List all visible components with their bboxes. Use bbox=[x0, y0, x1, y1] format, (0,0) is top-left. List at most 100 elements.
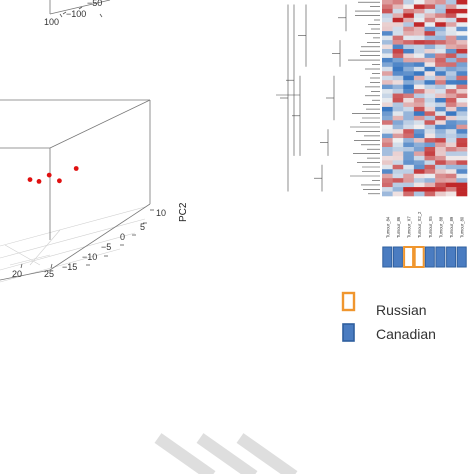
column-label: Tumour_X7 bbox=[407, 216, 412, 238]
heatmap-cell bbox=[382, 151, 393, 157]
heatmap-cell bbox=[445, 124, 457, 130]
heatmap-cell bbox=[382, 75, 393, 81]
heatmap-cell bbox=[392, 84, 404, 90]
heatmap-cell bbox=[445, 75, 457, 81]
heatmap-cell bbox=[445, 22, 457, 28]
heatmap-cell bbox=[413, 151, 425, 157]
heatmap-cell bbox=[435, 26, 447, 32]
heatmap-cell bbox=[382, 169, 393, 175]
heatmap-cell bbox=[435, 178, 447, 183]
column-label: Tumour_X5 bbox=[428, 216, 433, 238]
heatmap-cell bbox=[435, 31, 447, 36]
heatmap-cell bbox=[445, 129, 457, 134]
heatmap-cell bbox=[456, 75, 468, 81]
heatmap-cell bbox=[424, 129, 436, 134]
heatmap-cell bbox=[456, 120, 468, 126]
pca-3d-plot: 10 5 0 −5 −10 −15 PC2 20 25 bbox=[0, 99, 189, 283]
heatmap-cell bbox=[403, 164, 415, 170]
heatmap-cell bbox=[435, 98, 447, 103]
heatmap-cell bbox=[424, 98, 436, 103]
heatmap-cell bbox=[382, 98, 393, 103]
heatmap-cell bbox=[403, 169, 415, 175]
heatmap-cell bbox=[413, 13, 425, 19]
heatmap-cell bbox=[424, 31, 436, 36]
heatmap-cell bbox=[424, 169, 436, 175]
heatmap-cell bbox=[445, 160, 457, 166]
heatmap-cell bbox=[456, 40, 468, 45]
heatmap-cell bbox=[403, 26, 415, 32]
heatmap-cell bbox=[382, 44, 393, 50]
heatmap-cell bbox=[424, 164, 436, 170]
heatmap-cell bbox=[413, 133, 425, 139]
heatmap-cell bbox=[456, 164, 468, 170]
heatmap-cell bbox=[392, 173, 404, 179]
heatmap-cell bbox=[445, 111, 457, 117]
floor-grid bbox=[0, 206, 146, 283]
heatmap-cell bbox=[445, 26, 457, 32]
heatmap-cell bbox=[435, 182, 447, 188]
column-label: Tumour_X2_2 bbox=[417, 211, 422, 238]
heatmap-cell bbox=[413, 31, 425, 36]
heatmap-cell bbox=[435, 62, 447, 68]
heatmap-cell bbox=[413, 66, 425, 72]
heatmap-cell bbox=[445, 35, 457, 41]
heatmap-cell bbox=[435, 147, 447, 152]
heatmap-cell bbox=[435, 66, 447, 72]
heatmap-cell bbox=[382, 187, 393, 192]
heatmap-cell bbox=[403, 66, 415, 72]
heatmap-cell bbox=[456, 89, 468, 94]
heatmap-cell bbox=[382, 62, 393, 68]
heatmap-cell bbox=[392, 89, 404, 94]
heatmap-cell bbox=[392, 22, 404, 28]
heatmap-cell bbox=[403, 4, 415, 10]
heatmap-cell bbox=[445, 4, 457, 10]
upper-tick-100: 100 bbox=[44, 17, 59, 27]
heatmap-cell bbox=[403, 35, 415, 41]
heatmap-cell bbox=[392, 49, 404, 54]
heatmap-cell bbox=[424, 0, 436, 5]
heatmap-cell bbox=[435, 164, 447, 170]
heatmap-cell bbox=[456, 151, 468, 157]
heatmap-cell bbox=[424, 173, 436, 179]
legend-label-russian: Russian bbox=[376, 302, 427, 318]
group-cell-canadian bbox=[456, 246, 467, 268]
heatmap-cell bbox=[424, 151, 436, 157]
upper-tick-minus100: −100 bbox=[66, 9, 86, 19]
heatmap-cell bbox=[424, 133, 436, 139]
heatmap-cell bbox=[445, 49, 457, 54]
heatmap-cell bbox=[456, 80, 468, 85]
heatmap-cell bbox=[403, 98, 415, 103]
heatmap-cell bbox=[392, 155, 404, 161]
heatmap-cell bbox=[435, 53, 447, 59]
heatmap-cell bbox=[392, 40, 404, 45]
heatmap-cell bbox=[456, 142, 468, 148]
heatmap-cell bbox=[445, 66, 457, 72]
group-cell-canadian bbox=[435, 246, 446, 268]
heatmap-cell bbox=[456, 106, 468, 112]
heatmap-cell bbox=[424, 138, 436, 143]
heatmap-cell bbox=[403, 40, 415, 45]
heatmap-cell bbox=[456, 31, 468, 36]
scatter-point bbox=[27, 177, 33, 183]
heatmap-cell bbox=[424, 93, 436, 99]
heatmap-cell bbox=[435, 155, 447, 161]
heatmap-cell bbox=[392, 17, 404, 23]
heatmap-cell bbox=[382, 155, 393, 161]
legend-swatch-russian bbox=[341, 291, 356, 312]
row-dendrogram bbox=[276, 1, 380, 195]
heatmap-cell bbox=[403, 111, 415, 117]
heatmap-cell bbox=[445, 31, 457, 36]
heatmap-cell bbox=[456, 155, 468, 161]
scatter-point bbox=[46, 172, 52, 178]
heatmap-cell bbox=[424, 84, 436, 90]
heatmap-cell bbox=[435, 138, 447, 143]
heatmap-cell bbox=[456, 62, 468, 68]
heatmap-cell bbox=[392, 8, 404, 14]
heatmap-cell bbox=[392, 75, 404, 81]
heatmap-cell bbox=[403, 160, 415, 166]
heatmap-cell bbox=[413, 22, 425, 28]
heatmap-cell bbox=[413, 191, 425, 197]
heatmap-cell bbox=[413, 75, 425, 81]
heatmap-cell bbox=[435, 40, 447, 45]
